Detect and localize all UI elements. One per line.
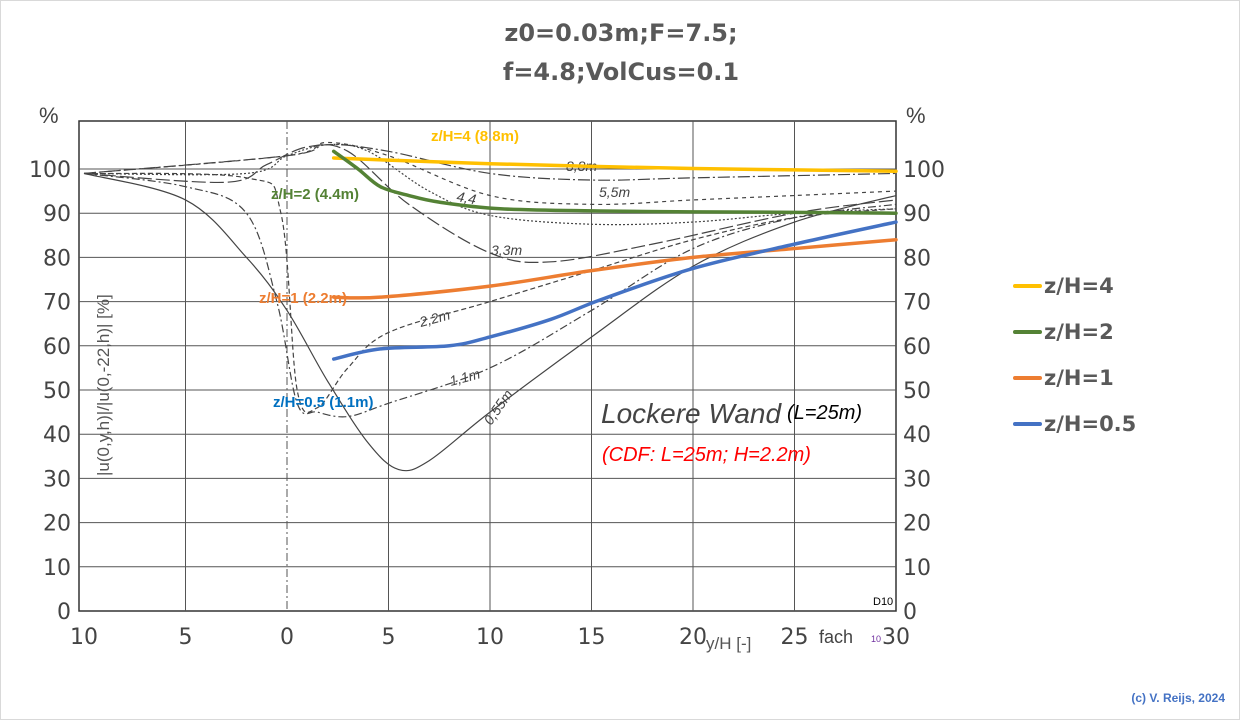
background-curve: [83, 143, 897, 226]
y-tick-label-right: 80: [903, 246, 931, 271]
y-tick-label-left: 10: [43, 556, 71, 581]
legend-label: z/H=4: [1044, 274, 1114, 298]
y-tick-label-right: 20: [903, 512, 931, 537]
y-tick-label-left: 30: [43, 467, 71, 492]
y-tick-label-left: 0: [57, 600, 71, 625]
y-tick-label-right: 100: [903, 158, 945, 183]
background-curve: [83, 144, 897, 264]
fach-label: fach: [819, 627, 853, 647]
legend-item: z/H=1: [1013, 355, 1136, 401]
x-tick-label: 15: [578, 625, 606, 650]
background-curve: [83, 172, 897, 418]
y-unit-left: %: [39, 103, 59, 128]
series-line: [331, 156, 898, 173]
series-line: [331, 149, 898, 215]
y-tick-label-right: 70: [903, 291, 931, 316]
x-tick-label: 0: [280, 625, 294, 650]
y-tick-label-left: 70: [43, 291, 71, 316]
chart-title-line1: z0=0.03m;F=7.5;: [504, 19, 738, 47]
x-tick-label: 10: [70, 625, 98, 650]
y-tick-label-left: 80: [43, 246, 71, 271]
series-annotation: z/H=4 (8.8m): [431, 128, 519, 145]
y-tick-label-right: 10: [903, 556, 931, 581]
background-curve-label: 4,4: [455, 188, 477, 207]
background-curve-label: 0,55m: [480, 386, 516, 427]
y-tick-label-left: 40: [43, 423, 71, 448]
x-tick-label: 10: [476, 625, 504, 650]
x-tick-label: 25: [781, 625, 809, 650]
length-annotation: (L=25m): [787, 402, 862, 424]
x-tick-label: 20: [679, 625, 707, 650]
legend-swatch: [1013, 330, 1042, 334]
background-curve-label: 1,1m: [448, 365, 483, 389]
y-tick-label-right: 30: [903, 467, 931, 492]
legend-label: z/H=1: [1044, 366, 1114, 390]
y-tick-label-left: 60: [43, 335, 71, 360]
y-axis-label: |u(0,y,h)|/|u(0,-22,h)| [%]: [94, 294, 113, 476]
background-curve-label: 3,3m: [491, 242, 522, 258]
x-tick-label: 5: [179, 625, 193, 650]
series-line: [331, 237, 898, 300]
chart-title-line2: f=4.8;VolCus=0.1: [502, 58, 740, 86]
y-tick-label-left: 20: [43, 512, 71, 537]
fach-sub-label: 10: [871, 634, 881, 644]
y-tick-label-right: 60: [903, 335, 931, 360]
copyright-credit: (c) V. Reijs, 2024: [1131, 691, 1225, 705]
legend-item: z/H=0.5: [1013, 401, 1136, 447]
y-unit-right: %: [906, 103, 926, 128]
y-tick-label-right: 50: [903, 379, 931, 404]
x-tick-label: 30: [882, 625, 910, 650]
legend-swatch: [1013, 422, 1042, 426]
x-tick-label: 5: [382, 625, 396, 650]
background-curve: [83, 172, 897, 413]
legend-swatch: [1013, 284, 1042, 288]
background-curve: [83, 143, 897, 181]
y-tick-label-right: 90: [903, 202, 931, 227]
background-curve-label: 5,5m: [599, 184, 630, 200]
background-curve-label: 2,2m: [417, 306, 452, 330]
legend-item: z/H=4: [1013, 263, 1136, 309]
series-annotation: z/H=2 (4.4m): [271, 186, 359, 203]
cdf-annotation: (CDF: L=25m; H=2.2m): [602, 444, 811, 466]
plot-frame: [78, 120, 897, 612]
y-tick-label-right: 40: [903, 423, 931, 448]
background-curve: [83, 172, 897, 472]
y-tick-label-right: 0: [903, 600, 917, 625]
legend-label: z/H=2: [1044, 320, 1114, 344]
legend-item: z/H=2: [1013, 309, 1136, 355]
y-tick-label-left: 50: [43, 379, 71, 404]
series-line: [331, 220, 898, 361]
y-tick-label-left: 90: [43, 202, 71, 227]
legend-swatch: [1013, 376, 1042, 380]
series-annotation: z/H=1 (2.2m): [259, 290, 347, 307]
x-axis-label: y/H [-]: [706, 634, 751, 653]
y-tick-label-left: 100: [29, 158, 71, 183]
series-annotation: z/H=0.5 (1.1m): [273, 394, 373, 411]
wall-annotation: Lockere Wand: [601, 398, 782, 429]
legend: z/H=4 z/H=2 z/H=1 z/H=0.5: [1013, 263, 1136, 447]
corner-label: D10: [873, 596, 893, 608]
legend-label: z/H=0.5: [1044, 412, 1137, 436]
